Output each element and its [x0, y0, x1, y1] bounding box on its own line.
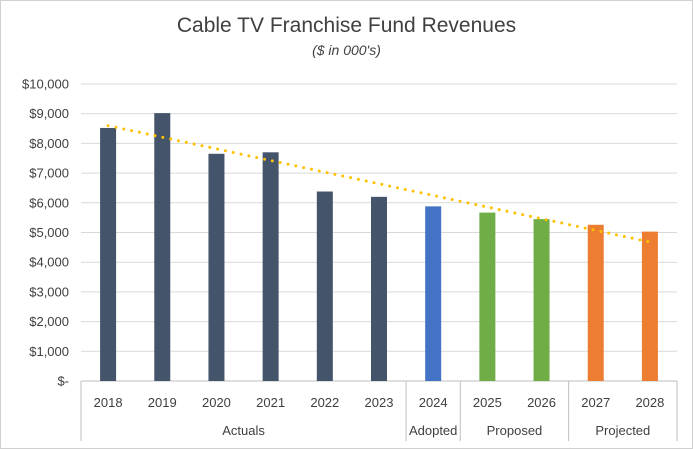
bar — [533, 219, 550, 381]
y-tick-label: $9,000 — [29, 106, 69, 121]
chart-title: Cable TV Franchise Fund Revenues — [176, 14, 517, 37]
y-tick-label: $8,000 — [29, 136, 69, 151]
y-tick-label: $5,000 — [29, 225, 69, 240]
group-label: Projected — [595, 423, 650, 438]
group-label: Actuals — [222, 423, 265, 438]
group-label: Proposed — [487, 423, 543, 438]
y-tick-label: $3,000 — [29, 284, 69, 299]
x-tick-label: 2022 — [310, 395, 339, 410]
x-tick-label: 2020 — [202, 395, 231, 410]
x-tick-label: 2021 — [256, 395, 285, 410]
x-tick-label: 2025 — [473, 395, 502, 410]
bar — [641, 231, 658, 381]
chart-subtitle: ($ in 000's) — [312, 42, 381, 58]
group-label: Adopted — [409, 423, 457, 438]
bar — [316, 191, 333, 381]
x-tick-label: 2019 — [148, 395, 177, 410]
bar — [154, 113, 171, 381]
y-tick-label: $1,000 — [29, 344, 69, 359]
bar — [208, 153, 225, 381]
x-tick-label: 2018 — [94, 395, 123, 410]
y-tick-label: $10,000 — [22, 77, 69, 92]
x-tick-label: 2023 — [365, 395, 394, 410]
bar — [425, 206, 442, 381]
y-tick-label: $2,000 — [29, 314, 69, 329]
y-tick-label: $- — [57, 374, 69, 389]
x-tick-label: 2026 — [527, 395, 556, 410]
bar — [587, 224, 604, 381]
y-tick-label: $7,000 — [29, 166, 69, 181]
y-tick-label: $6,000 — [29, 195, 69, 210]
x-tick-label: 2027 — [581, 395, 610, 410]
x-tick-label: 2024 — [419, 395, 448, 410]
x-tick-label: 2028 — [635, 395, 664, 410]
bar — [100, 127, 117, 382]
bar — [262, 152, 279, 381]
bar — [479, 212, 496, 381]
bar — [371, 196, 387, 381]
y-tick-label: $4,000 — [29, 255, 69, 270]
